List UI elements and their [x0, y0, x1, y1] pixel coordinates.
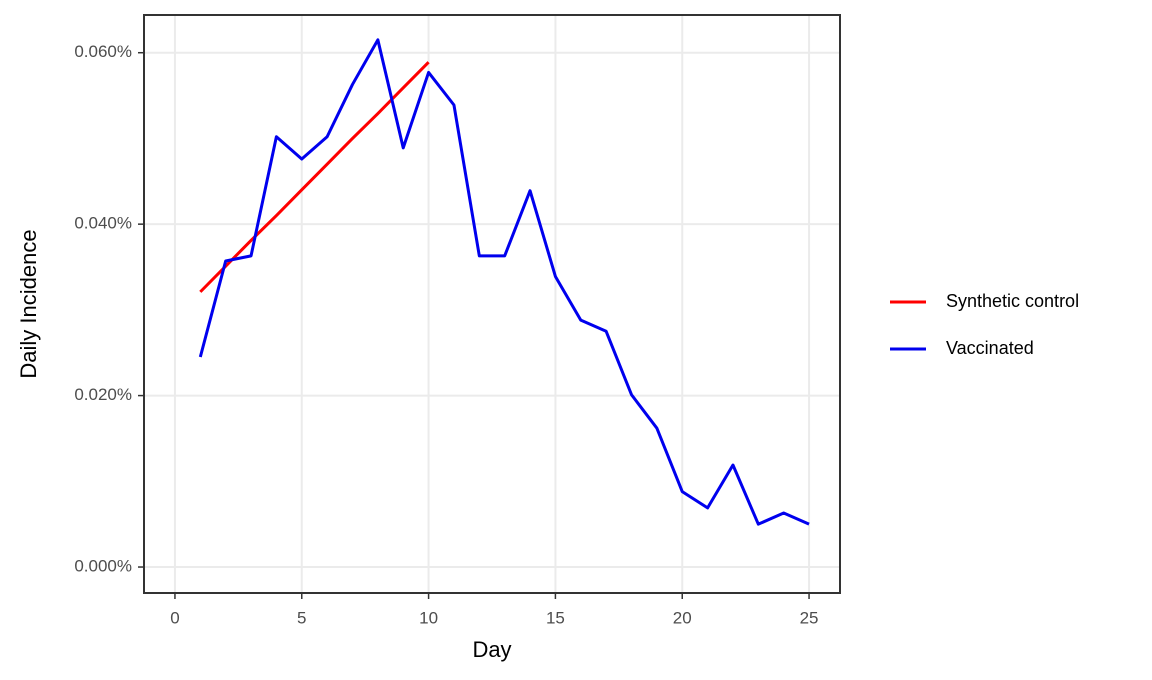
x-tick-label: 20 [673, 608, 692, 627]
y-tick-label: 0.000% [74, 557, 132, 576]
x-tick-label: 5 [297, 608, 306, 627]
x-tick-label: 25 [800, 608, 819, 627]
y-axis-title: Daily Incidence [16, 229, 41, 378]
data-line [198, 38, 810, 526]
legend-label: Synthetic control [946, 291, 1079, 311]
y-tick-label: 0.060% [74, 42, 132, 61]
legend-label: Vaccinated [946, 338, 1034, 358]
x-axis-title: Day [472, 637, 511, 662]
data-line [199, 61, 430, 293]
y-tick-label: 0.040% [74, 214, 132, 233]
panel-border [143, 14, 841, 594]
x-tick-label: 15 [546, 608, 565, 627]
x-tick-label: 10 [419, 608, 438, 627]
x-tick-label: 0 [170, 608, 179, 627]
y-tick-label: 0.020% [74, 385, 132, 404]
